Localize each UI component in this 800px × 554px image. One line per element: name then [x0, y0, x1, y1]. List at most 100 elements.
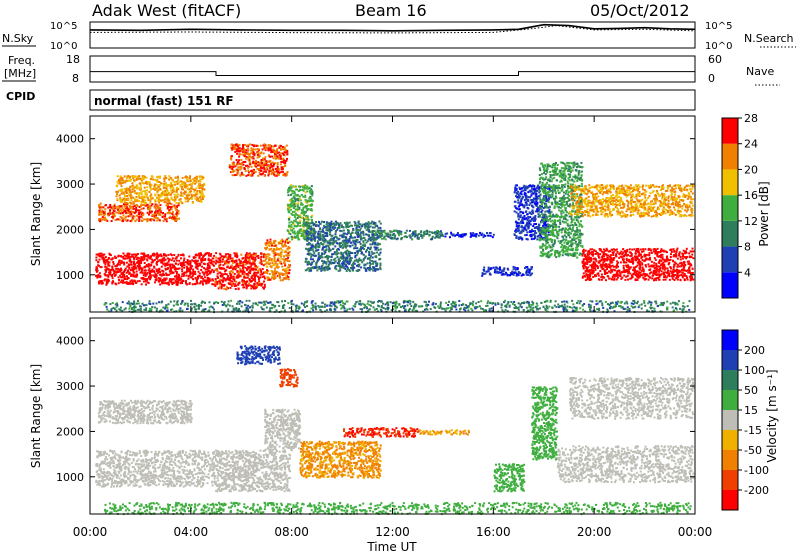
power-cell: [311, 258, 314, 261]
power-cell: [349, 244, 352, 247]
power-cell: [164, 254, 167, 257]
power-cell: [266, 270, 269, 273]
power-cell: [118, 259, 121, 262]
power-cell: [324, 235, 327, 238]
power-cell: [422, 234, 425, 237]
power-cell: [346, 253, 349, 256]
power-cell: [315, 265, 318, 268]
power-cell: [174, 280, 177, 283]
power-cell: [99, 219, 102, 222]
power-cell: [192, 256, 195, 259]
power-cell: [227, 275, 230, 278]
power-cell: [116, 199, 119, 202]
power-cell: [336, 227, 339, 229]
power-cell: [290, 223, 293, 226]
power-cell: [165, 198, 168, 201]
power-cell: [107, 268, 110, 271]
power-cell: [253, 273, 256, 276]
power-cell: [132, 283, 135, 286]
power-cell: [281, 249, 284, 252]
power-cell: [98, 205, 100, 208]
power-cell: [256, 152, 259, 155]
power-cell: [373, 267, 375, 270]
power-cell: [185, 280, 187, 283]
power-cell: [343, 251, 346, 254]
power-cell: [120, 182, 123, 185]
power-cell: [271, 264, 274, 267]
power-cell: [253, 252, 255, 255]
power-cell: [240, 165, 243, 168]
power-cell: [260, 252, 262, 255]
power-cell: [372, 252, 375, 255]
power-cell: [95, 274, 97, 277]
power-cell: [250, 165, 253, 168]
power-cell: [292, 207, 295, 210]
power-cell: [295, 212, 297, 215]
power-cell: [378, 253, 381, 256]
power-cell: [342, 257, 345, 260]
power-cell: [96, 269, 99, 272]
power-cell: [347, 241, 350, 244]
power-cell: [368, 247, 371, 250]
power-cell: [225, 273, 228, 276]
power-cell: [123, 277, 126, 280]
power-cell: [342, 255, 345, 258]
power-cell: [235, 259, 238, 262]
power-cell: [512, 268, 515, 271]
power-cell: [327, 241, 330, 244]
power-cell: [357, 264, 360, 267]
power-cell: [220, 272, 223, 275]
power-cell: [109, 212, 112, 215]
power-cell: [239, 270, 242, 273]
power-cell: [276, 148, 279, 151]
power-cell: [537, 225, 540, 228]
power-cell: [308, 232, 311, 235]
power-cell: [541, 209, 544, 212]
power-cell: [328, 248, 331, 250]
power-cell: [289, 185, 292, 188]
power-cell: [128, 193, 130, 196]
power-cell: [308, 269, 311, 271]
power-cell: [263, 143, 266, 146]
power-cell: [164, 264, 167, 267]
power-cell: [333, 241, 336, 244]
power-cell: [181, 185, 184, 188]
power-cell: [420, 234, 423, 236]
power-cell: [115, 267, 118, 270]
power-cell: [370, 237, 373, 240]
power-cell: [145, 194, 148, 197]
power-cell: [252, 157, 255, 160]
power-cell: [207, 252, 210, 255]
power-cell: [187, 277, 190, 280]
power-cell: [475, 235, 478, 238]
power-cell: [231, 260, 234, 262]
power-cell: [370, 222, 372, 225]
power-cell: [166, 199, 169, 202]
power-cell: [101, 254, 104, 257]
power-cell: [245, 259, 248, 262]
power-cell: [156, 190, 159, 193]
power-cell: [365, 222, 367, 225]
power-cell: [319, 230, 322, 233]
power-cell: [431, 231, 433, 234]
power-cell: [278, 145, 281, 148]
power-cell: [450, 231, 453, 234]
power-cell: [110, 206, 113, 209]
power-cell: [153, 254, 156, 257]
power-cell: [360, 246, 363, 249]
power-cell: [344, 245, 347, 248]
power-cell: [233, 170, 236, 173]
power-cell: [241, 173, 244, 176]
power-cell: [304, 187, 306, 189]
power-cell: [120, 261, 123, 264]
power-cell: [150, 255, 152, 258]
power-cell: [300, 212, 303, 215]
power-cell: [252, 256, 255, 259]
power-cell: [239, 264, 242, 267]
power-cell: [334, 235, 337, 238]
power-cell: [176, 267, 179, 270]
power-cell: [255, 165, 258, 168]
power-cell: [414, 234, 417, 237]
power-cell: [356, 260, 359, 263]
power-cell: [314, 239, 316, 242]
